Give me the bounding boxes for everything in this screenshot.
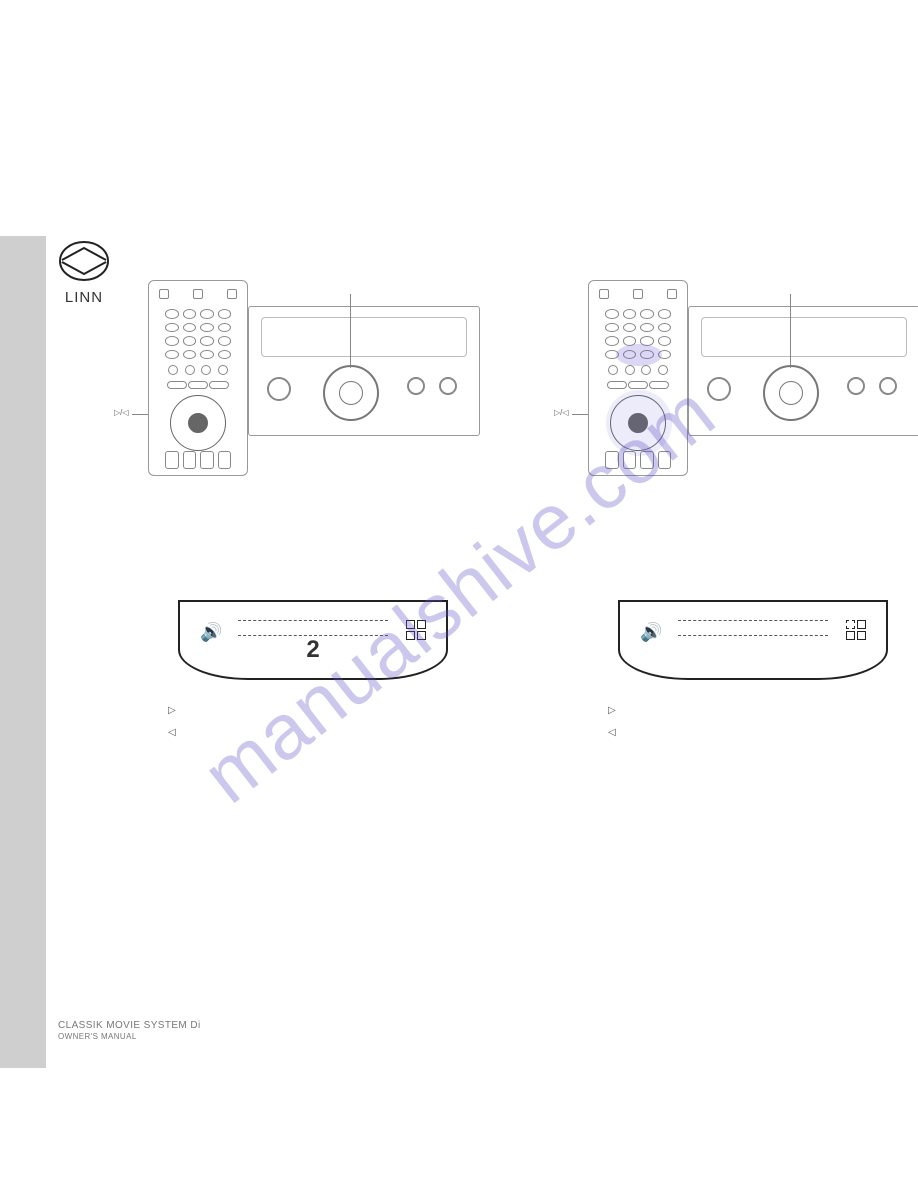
footer-line1: CLASSIK MOVIE SYSTEM Di <box>58 1019 201 1032</box>
speaker-icon: 🔊 <box>640 622 662 643</box>
remote-nav-label: ▷/◁ <box>554 408 569 417</box>
dash-indicator <box>678 620 828 636</box>
remote-illustration <box>148 280 248 476</box>
diagram-left: ▷/◁ <box>118 280 488 480</box>
footer-label: CLASSIK MOVIE SYSTEM Di OWNER'S MANUAL <box>58 1019 201 1042</box>
highlight-overlay <box>616 344 662 366</box>
linn-logo-icon <box>58 240 110 282</box>
brand-name: LINN <box>58 289 110 306</box>
note-line-1: ▷ <box>118 704 508 718</box>
right-column: ▷/◁ <box>558 280 918 740</box>
footer-line2: OWNER'S MANUAL <box>58 1032 201 1042</box>
left-column: ▷/◁ <box>118 280 508 740</box>
grid-icon <box>846 620 866 640</box>
front-panel-illustration <box>688 306 918 436</box>
lcd-big-text: 2 <box>180 636 446 664</box>
left-margin-bar <box>0 236 46 1068</box>
content-area: LINN ▷/◁ <box>58 240 888 1068</box>
triangle-right-icon: ▷ <box>168 704 182 718</box>
note-line-1: ▷ <box>558 704 918 718</box>
triangle-left-icon: ◁ <box>608 726 622 740</box>
note-line-2: ◁ <box>118 726 508 740</box>
front-panel-illustration <box>248 306 480 436</box>
note-line-2: ◁ <box>558 726 918 740</box>
diagram-right: ▷/◁ <box>558 280 918 480</box>
triangle-left-icon: ◁ <box>168 726 182 740</box>
highlight-overlay <box>606 390 672 456</box>
lcd-display-right: 🔊 <box>618 600 888 680</box>
page: LINN ▷/◁ <box>0 0 918 1188</box>
dash-indicator <box>238 620 388 636</box>
lead-line <box>790 294 791 368</box>
triangle-right-icon: ▷ <box>608 704 622 718</box>
remote-nav-label: ▷/◁ <box>114 408 129 417</box>
brand-logo-block: LINN <box>58 240 110 306</box>
lead-line <box>350 294 351 368</box>
lcd-display-left: 🔊 2 <box>178 600 448 680</box>
